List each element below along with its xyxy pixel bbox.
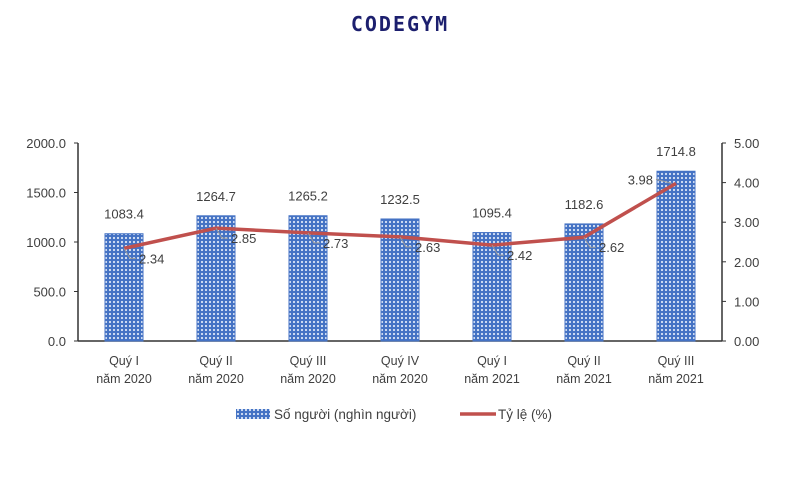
bar: [564, 223, 604, 342]
x-tick-label-year: năm 2021: [648, 372, 704, 386]
x-tick-label-year: năm 2020: [188, 372, 244, 386]
bar-data-label: 1095.4: [472, 206, 512, 221]
right-tick-label: 5.00: [734, 136, 759, 151]
x-tick-label: Quý IV: [381, 354, 420, 368]
x-tick-label-year: năm 2021: [464, 372, 520, 386]
rate-leader-line: [399, 236, 412, 248]
bar-data-label: 1083.4: [104, 207, 144, 222]
bar: [656, 170, 696, 342]
bar-data-label: 1182.6: [565, 197, 604, 212]
rate-data-label: 2.73: [323, 236, 348, 251]
rate-leader-line: [123, 248, 136, 259]
bar: [196, 215, 236, 342]
right-tick-label: 1.00: [734, 294, 759, 309]
x-tick-label: Quý I: [477, 354, 507, 368]
right-tick-label: 4.00: [734, 176, 759, 191]
bar-data-label: 1265.2: [288, 189, 328, 204]
rate-leader-line: [307, 232, 320, 244]
bar: [472, 232, 512, 342]
x-tick-label-year: năm 2020: [96, 372, 152, 386]
left-tick-label: 2000.0: [26, 136, 66, 151]
rate-data-label: 2.34: [139, 251, 164, 266]
x-tick-label: Quý I: [109, 354, 139, 368]
bar-data-label: 1232.5: [380, 192, 420, 207]
rate-data-label: 2.42: [507, 248, 532, 263]
left-tick-label: 500.0: [33, 285, 66, 300]
right-tick-label: 3.00: [734, 215, 759, 230]
rate-leader-line: [655, 178, 673, 184]
legend-bar-swatch: [236, 409, 270, 419]
x-tick-label: Quý II: [199, 354, 232, 368]
rate-leader-line: [215, 227, 228, 239]
codegym-logo: CODEGYM: [350, 12, 450, 36]
bar-data-label: 1264.7: [196, 189, 236, 204]
rate-data-label: 3.98: [628, 172, 653, 187]
bar-data-label: 1714.8: [656, 144, 696, 159]
legend-line-label: Tỷ lệ (%): [498, 407, 552, 422]
x-tick-label-year: năm 2020: [280, 372, 336, 386]
rate-data-label: 2.63: [415, 240, 440, 255]
left-tick-label: 0.0: [48, 334, 66, 349]
left-tick-label: 1500.0: [26, 186, 66, 201]
legend-bar-label: Số người (nghìn người): [274, 407, 416, 422]
x-tick-label-year: năm 2020: [372, 372, 428, 386]
bar: [288, 215, 328, 342]
left-tick-label: 1000.0: [26, 235, 66, 250]
right-tick-label: 2.00: [734, 255, 759, 270]
rate-data-label: 2.62: [599, 240, 624, 255]
x-tick-label-year: năm 2021: [556, 372, 612, 386]
x-tick-label: Quý III: [290, 354, 327, 368]
rate-leader-line: [491, 244, 504, 256]
bar: [104, 233, 144, 342]
x-tick-label: Quý II: [567, 354, 600, 368]
rate-leader-line: [583, 236, 596, 248]
right-tick-label: 0.00: [734, 334, 759, 349]
x-tick-label: Quý III: [658, 354, 695, 368]
rate-data-label: 2.85: [231, 231, 256, 246]
